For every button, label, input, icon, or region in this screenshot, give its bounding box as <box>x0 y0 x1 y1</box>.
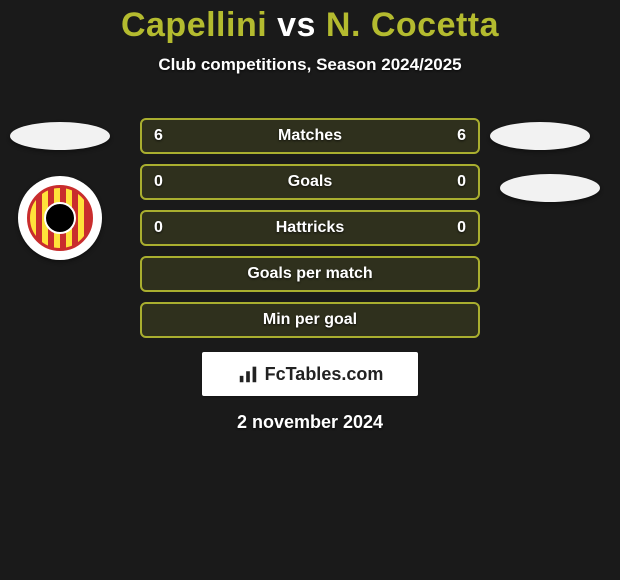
stat-row: 0Goals0 <box>140 164 480 200</box>
bar-chart-icon <box>237 363 259 385</box>
club-badge-inner <box>27 185 93 251</box>
club-badge <box>18 176 102 260</box>
stat-row: Min per goal <box>140 302 480 338</box>
stat-label: Goals <box>142 173 478 191</box>
stat-right-value: 0 <box>457 219 466 237</box>
stat-left-value: 0 <box>154 173 163 191</box>
stat-row: 0Hattricks0 <box>140 210 480 246</box>
stat-label: Goals per match <box>142 265 478 283</box>
player-slot-left <box>10 122 110 150</box>
stat-row: 6Matches6 <box>140 118 480 154</box>
player-slot-right-2 <box>500 174 600 202</box>
player-slot-right-1 <box>490 122 590 150</box>
title-player2: N. Cocetta <box>326 6 499 44</box>
stat-label: Matches <box>142 127 478 145</box>
title-vs: vs <box>267 6 326 44</box>
stat-label: Min per goal <box>142 311 478 329</box>
stat-right-value: 0 <box>457 173 466 191</box>
brand-box: FcTables.com <box>202 352 418 396</box>
stat-right-value: 6 <box>457 127 466 145</box>
stat-left-value: 6 <box>154 127 163 145</box>
stat-row: Goals per match <box>140 256 480 292</box>
brand-text: FcTables.com <box>265 364 384 385</box>
stat-rows: 6Matches60Goals00Hattricks0Goals per mat… <box>140 118 480 348</box>
stat-label: Hattricks <box>142 219 478 237</box>
title-player1: Capellini <box>121 6 267 44</box>
subtitle: Club competitions, Season 2024/2025 <box>0 55 620 75</box>
stat-left-value: 0 <box>154 219 163 237</box>
content: Capellini vs N. Cocetta Club competition… <box>0 0 620 580</box>
footer-block: FcTables.com 2 november 2024 <box>0 352 620 433</box>
date-text: 2 november 2024 <box>0 412 620 433</box>
page-title: Capellini vs N. Cocetta <box>0 6 620 45</box>
